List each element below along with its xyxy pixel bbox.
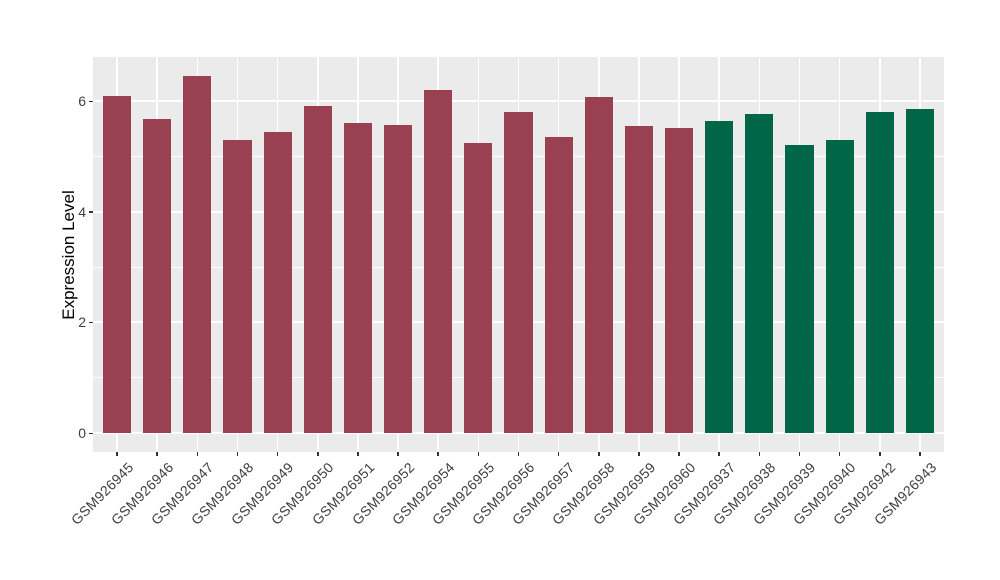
x-tick-mark-GSM926945 [116,452,118,456]
bar-GSM926948 [223,139,252,433]
bar-GSM926945 [103,95,132,433]
bar-GSM926946 [143,118,172,433]
bar-GSM926954 [424,90,453,433]
x-tick-mark-GSM926940 [838,452,841,456]
plot-panel [93,57,944,452]
x-tick-mark-GSM926949 [276,452,279,456]
x-tick-mark-GSM926947 [196,452,199,456]
bar-GSM926947 [183,75,212,433]
y-tick-label-6: 6 [78,93,86,110]
x-tick-mark-GSM926958 [598,452,600,456]
x-tick-mark-GSM926960 [678,452,680,456]
y-tick-mark-0 [89,432,93,434]
x-tick-mark-GSM926952 [397,452,399,456]
x-tick-mark-GSM926942 [879,452,881,456]
bar-GSM926938 [745,113,774,433]
x-tick-mark-GSM926951 [357,452,359,456]
x-tick-mark-GSM926954 [437,452,439,456]
bar-GSM926952 [384,124,413,433]
bar-GSM926957 [544,136,573,433]
bar-GSM926959 [624,125,653,433]
bar-GSM926960 [665,128,694,433]
y-axis-title: Expression Level [59,189,78,320]
bar-GSM926942 [865,111,894,433]
y-tick-mark-2 [89,321,93,324]
x-tick-mark-GSM926946 [156,452,158,456]
x-tick-mark-GSM926948 [236,452,239,456]
bar-GSM926943 [905,108,934,433]
x-tick-mark-GSM926956 [517,452,520,456]
x-tick-mark-GSM926957 [557,452,560,456]
y-tick-mark-4 [89,211,93,213]
x-tick-mark-GSM926938 [758,452,761,456]
x-tick-mark-GSM926937 [718,452,720,456]
y-tick-label-0: 0 [78,425,86,441]
bar-GSM926958 [584,97,613,433]
x-tick-mark-GSM926955 [477,452,480,456]
bar-GSM926949 [263,132,292,433]
bar-GSM926939 [785,145,814,433]
bar-GSM926951 [343,123,372,433]
bar-GSM926956 [504,112,533,433]
x-tick-mark-GSM926959 [638,452,640,456]
y-tick-mark-6 [89,100,93,103]
x-tick-mark-GSM926943 [919,452,921,456]
bar-GSM926937 [705,120,734,433]
y-tick-label-4: 4 [78,203,86,220]
bar-GSM926955 [464,142,493,433]
x-tick-mark-GSM926950 [317,452,319,456]
bar-GSM926940 [825,139,854,433]
y-tick-label-2: 2 [78,314,86,331]
x-tick-mark-GSM926939 [798,452,801,456]
bar-GSM926950 [303,105,332,433]
